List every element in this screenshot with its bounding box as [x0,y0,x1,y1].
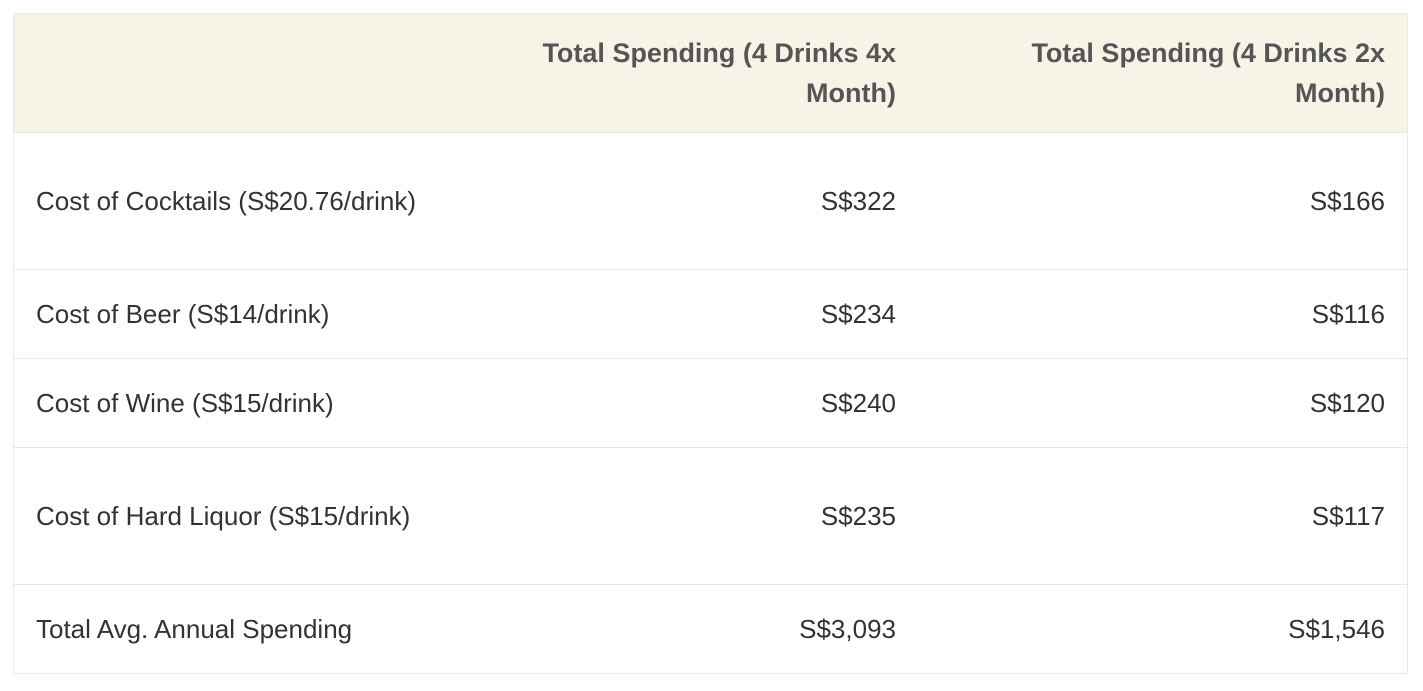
row-label: Cost of Hard Liquor (S$15/drink) [14,446,466,584]
cell-2x-month: S$166 [918,131,1407,269]
cell-4x-month: S$235 [466,446,918,584]
table-row-cocktails: Cost of Cocktails (S$20.76/drink) S$322 … [14,131,1407,269]
cell-4x-month: S$240 [466,357,918,447]
cell-4x-month: S$3,093 [466,583,918,673]
cell-4x-month: S$322 [466,131,918,269]
row-label: Cost of Cocktails (S$20.76/drink) [14,131,466,269]
cell-4x-month: S$234 [466,268,918,358]
table-header: Total Spending (4 Drinks 4x Month) Total… [14,14,1407,132]
cell-2x-month: S$120 [918,357,1407,447]
cell-2x-month: S$116 [918,268,1407,358]
header-cell-empty [14,14,466,132]
row-label: Cost of Beer (S$14/drink) [14,268,466,358]
row-label: Total Avg. Annual Spending [14,583,466,673]
table-row-hard-liquor: Cost of Hard Liquor (S$15/drink) S$235 S… [14,446,1407,584]
table-body: Cost of Cocktails (S$20.76/drink) S$322 … [14,131,1407,673]
table-row-beer: Cost of Beer (S$14/drink) S$234 S$116 [14,268,1407,358]
header-cell-2x-month: Total Spending (4 Drinks 2x Month) [1031,37,1385,108]
spending-table: Total Spending (4 Drinks 4x Month) Total… [14,14,1407,673]
cell-2x-month: S$1,546 [918,583,1407,673]
spending-table-container: Total Spending (4 Drinks 4x Month) Total… [13,13,1408,674]
row-label: Cost of Wine (S$15/drink) [14,357,466,447]
table-row-total: Total Avg. Annual Spending S$3,093 S$1,5… [14,583,1407,673]
cell-2x-month: S$117 [918,446,1407,584]
header-cell-4x-month: Total Spending (4 Drinks 4x Month) [542,37,896,108]
table-row-wine: Cost of Wine (S$15/drink) S$240 S$120 [14,357,1407,447]
header-row: Total Spending (4 Drinks 4x Month) Total… [14,14,1407,132]
